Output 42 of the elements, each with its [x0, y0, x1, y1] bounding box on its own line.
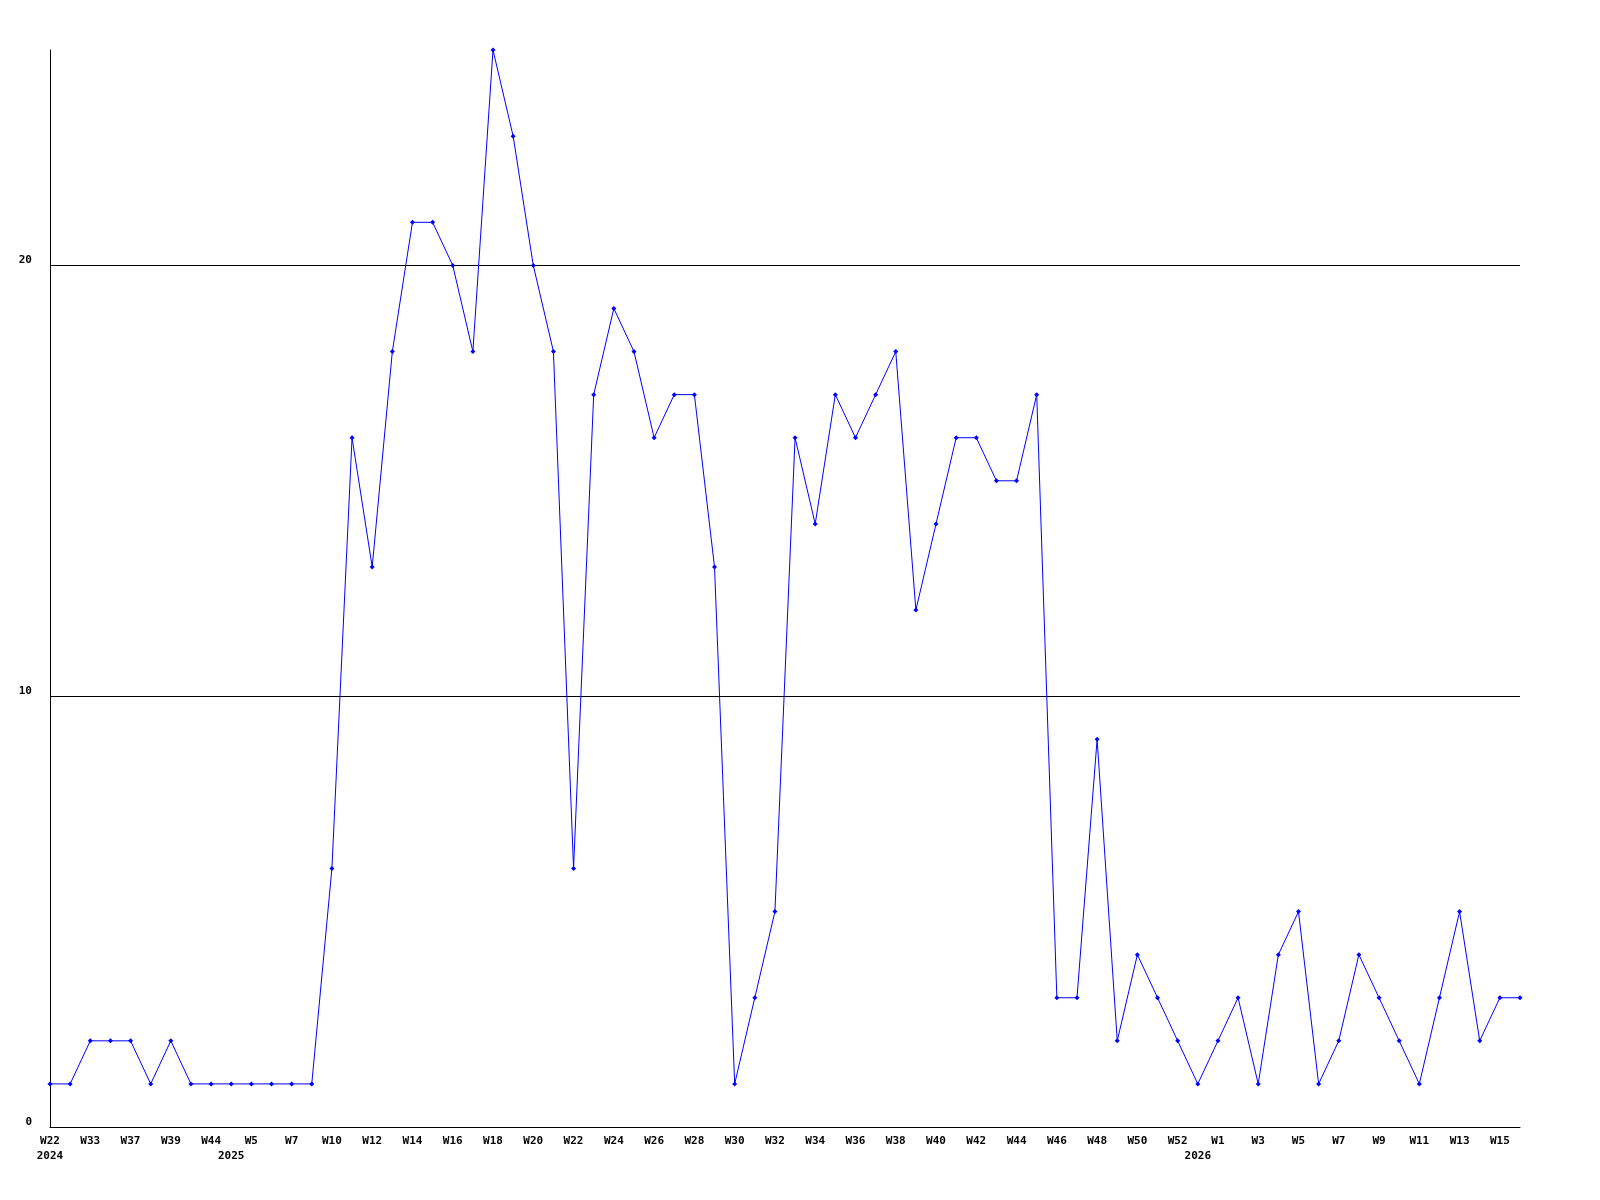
- y-tick-label: 0: [25, 1115, 32, 1128]
- x-tick-label: W50: [1127, 1134, 1148, 1147]
- x-tick-label: 2025: [217, 1149, 245, 1162]
- x-tick-label: W40: [926, 1134, 946, 1147]
- x-tick-label: W42: [966, 1134, 987, 1147]
- x-tick-label: W11: [1409, 1134, 1430, 1147]
- x-tick-label: W46: [1046, 1134, 1068, 1147]
- x-tick-label: W15: [1489, 1134, 1510, 1147]
- x-tick-label: 2026: [1184, 1149, 1212, 1162]
- x-tick-label: W5: [1291, 1134, 1306, 1147]
- x-tick-label: W7: [1332, 1134, 1346, 1147]
- x-tick-label: W39: [160, 1134, 181, 1147]
- x-tick-label: W34: [805, 1134, 826, 1147]
- x-tick-label: W22: [563, 1134, 584, 1147]
- x-tick-label: W33: [80, 1134, 101, 1147]
- x-tick-label: W44: [201, 1134, 222, 1147]
- y-tick-label: 10: [18, 684, 32, 698]
- x-tick-label: W1: [1211, 1134, 1225, 1147]
- x-tick-label: W26: [644, 1134, 665, 1147]
- x-tick-label: W22 2024: [36, 1134, 64, 1162]
- x-tick-label: W12: [362, 1134, 383, 1147]
- x-tick-label: W16: [442, 1134, 464, 1147]
- x-tick-label: W13: [1449, 1134, 1470, 1147]
- x-tick-label: W28: [684, 1134, 705, 1147]
- x-tick-label: W38: [885, 1134, 906, 1147]
- x-tick-label: W14: [402, 1134, 423, 1147]
- x-tick-label: W18: [483, 1134, 503, 1147]
- x-tick-label: W36: [845, 1134, 866, 1147]
- x-tick-label: W44: [1006, 1134, 1027, 1147]
- x-tick-label: W7: [285, 1134, 299, 1147]
- x-tick-label: W3: [1251, 1134, 1265, 1147]
- x-tick-label: W37: [120, 1134, 141, 1147]
- x-tick-label: W30: [724, 1134, 745, 1147]
- x-tick-label: W24: [603, 1134, 625, 1147]
- y-tick-label: 20: [18, 253, 32, 267]
- x-tick-label: W52: [1167, 1134, 1188, 1147]
- x-tick-label: W20: [523, 1134, 544, 1147]
- x-tick-label: W10: [321, 1134, 342, 1147]
- x-tick-label: W48: [1087, 1134, 1108, 1147]
- x-tick-label: W9: [1372, 1134, 1386, 1147]
- x-tick-label: W32: [764, 1134, 785, 1147]
- x-tick-label: W5: [244, 1134, 258, 1147]
